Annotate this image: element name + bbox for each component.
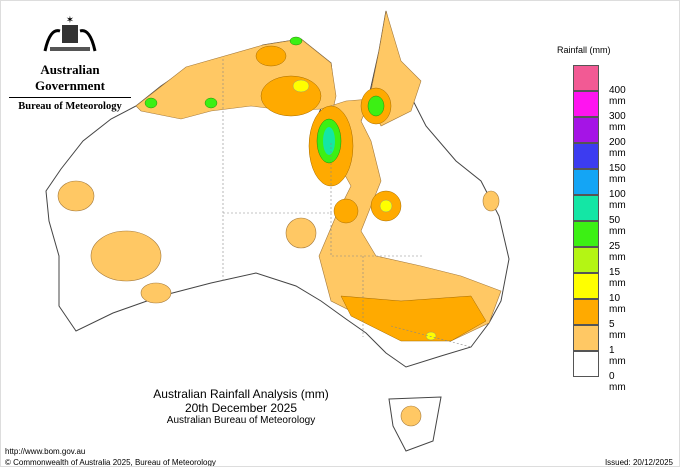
legend-item: 1 mm <box>557 325 626 367</box>
rainfall-10mm <box>292 79 437 341</box>
legend-swatch <box>573 273 599 299</box>
legend-label: 100 mm <box>609 189 626 211</box>
legend-item: 400 mm <box>557 65 626 107</box>
legend-swatch <box>573 299 599 325</box>
legend-swatch <box>573 247 599 273</box>
svg-text:✶: ✶ <box>66 15 74 26</box>
government-logo: ✶ Australian Government Bureau of Meteor… <box>9 13 131 112</box>
bom-url-link[interactable]: http://www.bom.gov.au <box>5 447 86 456</box>
rainfall-50mm <box>323 127 335 155</box>
legend-item: 25 mm <box>557 221 626 263</box>
legend-swatch <box>573 221 599 247</box>
legend-swatch <box>573 117 599 143</box>
caption-org: Australian Bureau of Meteorology <box>166 415 316 426</box>
copyright: © Commonwealth of Australia 2025, Bureau… <box>5 458 216 467</box>
legend-label: 50 mm <box>609 215 626 237</box>
issued-date: Issued: 20/12/2025 <box>604 458 673 467</box>
legend-label: 1 mm <box>609 345 626 367</box>
map-caption: Australian Rainfall Analysis (mm) 20th D… <box>121 387 361 426</box>
legend-item: 100 mm <box>557 169 626 211</box>
legend-swatch <box>573 325 599 351</box>
rainfall-1mm <box>57 10 502 427</box>
legend-label: 25 mm <box>609 241 626 263</box>
rainfall-legend: Rainfall (mm) 400 mm 300 mm 200 mm 150 mm 10… <box>557 45 626 393</box>
legend-item: 15 mm <box>557 247 626 289</box>
government-name: Australian Government <box>34 62 106 93</box>
legend-swatch <box>573 91 599 117</box>
coat-of-arms-icon: ✶ <box>43 15 97 52</box>
legend-label: 200 mm <box>609 137 626 159</box>
legend-item: 200 mm <box>557 117 626 159</box>
legend-item: 50 mm <box>557 195 626 237</box>
bureau-name: Bureau of Meteorology <box>9 97 131 112</box>
legend-label: 10 mm <box>609 293 626 315</box>
legend-label: 5 mm <box>609 319 626 341</box>
legend-label: 150 mm <box>609 163 626 185</box>
legend-item: 10 mm <box>557 273 626 315</box>
legend-label: 300 mm <box>609 111 626 133</box>
legend-swatch <box>573 169 599 195</box>
legend-swatch <box>573 143 599 169</box>
legend-label: 15 mm <box>609 267 626 289</box>
legend-item: 150 mm <box>557 143 626 185</box>
legend-item: 5 mm <box>557 299 626 341</box>
legend-title: Rainfall (mm) <box>557 45 611 55</box>
legend-swatch <box>573 65 599 91</box>
legend-item: 0 mm <box>557 351 626 393</box>
legend-label: 0 mm <box>609 371 626 393</box>
legend-swatch <box>573 195 599 221</box>
legend-swatch <box>573 351 599 377</box>
legend-item: 300 mm <box>557 91 626 133</box>
caption-date: 20th December 2025 <box>184 401 298 415</box>
legend-label: 400 mm <box>609 85 626 107</box>
caption-title: Australian Rainfall Analysis (mm) <box>153 387 329 401</box>
state-borders <box>222 59 472 348</box>
